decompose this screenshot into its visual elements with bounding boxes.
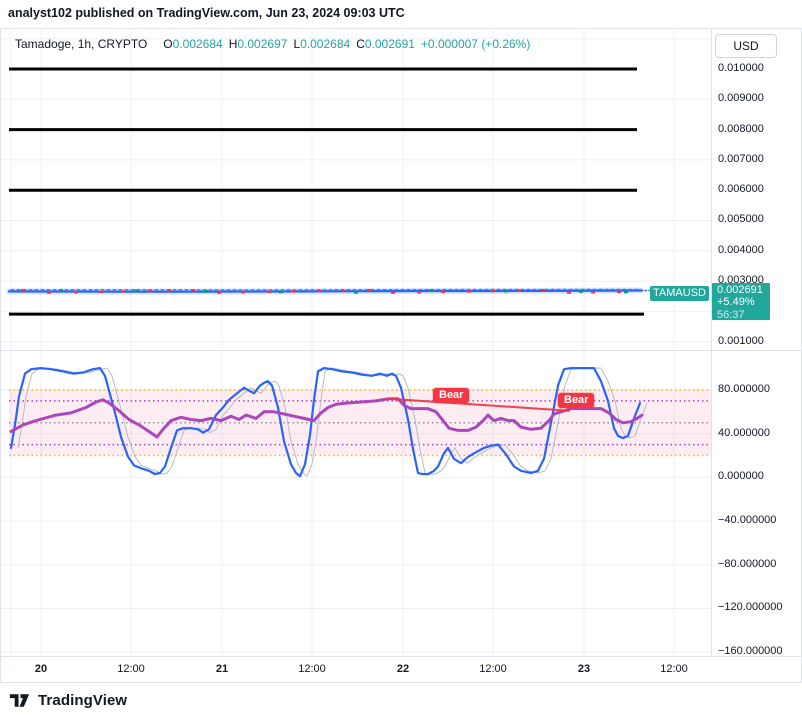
candle-tick-red bbox=[367, 289, 371, 292]
candle-tick-red bbox=[99, 290, 103, 293]
bear-label-2[interactable]: Bear bbox=[558, 393, 595, 408]
osc-pane[interactable] bbox=[1, 350, 711, 656]
bar-countdown: 56:37 bbox=[717, 308, 745, 321]
candle-tick-red bbox=[517, 289, 521, 292]
axis-tick-label: 0.008000 bbox=[718, 123, 764, 135]
legend-low-label: L bbox=[293, 37, 301, 51]
brand-name: TradingView bbox=[38, 691, 128, 709]
time-axis-tick: 12:00 bbox=[479, 663, 507, 675]
candle-tick-green bbox=[134, 289, 138, 293]
axis-tick-label: 0.004000 bbox=[718, 244, 764, 256]
candle-tick-red bbox=[567, 291, 571, 294]
candle-tick-red bbox=[217, 291, 221, 294]
axis-tick-label: 0.007000 bbox=[718, 153, 764, 165]
candle-tick-red bbox=[541, 289, 545, 292]
last-price-value: 0.002691 bbox=[717, 284, 763, 296]
series-stoch-k bbox=[9, 367, 642, 478]
time-axis-tick: 12:00 bbox=[298, 663, 326, 675]
axis-tick-label: 40.000000 bbox=[718, 427, 770, 439]
time-axis-separator bbox=[1, 656, 802, 657]
candle-tick-red bbox=[74, 291, 78, 294]
candle-tick-red bbox=[591, 291, 595, 294]
candle-tick-red bbox=[441, 290, 445, 293]
legend-high-value: 0.002697 bbox=[237, 37, 288, 51]
bear-label-1[interactable]: Bear bbox=[433, 388, 470, 403]
legend-symbol-title[interactable]: Tamadoge, 1h, CRYPTO bbox=[15, 37, 148, 51]
candle-tick-green bbox=[279, 290, 283, 294]
candle-tick-red bbox=[121, 290, 125, 293]
candle-tick-red bbox=[167, 289, 171, 292]
candle-tick-red bbox=[291, 290, 295, 293]
candle-tick-red bbox=[341, 289, 345, 292]
axis-tick-label: 0.000000 bbox=[718, 470, 764, 482]
last-price-label: 0.002691 +5.49% 56:37 bbox=[712, 283, 770, 321]
series-stoch-d bbox=[9, 397, 644, 439]
attribution-text: analyst102 published on TradingView.com,… bbox=[8, 6, 405, 20]
axis-tick-label: 80.000000 bbox=[718, 383, 770, 395]
candle-tick-red bbox=[467, 290, 471, 293]
price-axis-separator bbox=[711, 29, 712, 656]
axis-tick-label: 0.006000 bbox=[718, 183, 764, 195]
time-axis-tick: 22 bbox=[396, 663, 410, 675]
axis-tick-label: 0.005000 bbox=[718, 213, 764, 225]
axis-tick-label: −40.000000 bbox=[718, 514, 777, 526]
chart-widget: Tamadoge, 1h, CRYPTO O0.002684 H0.002697 L0… bbox=[0, 28, 802, 683]
candle-tick-green bbox=[624, 290, 628, 294]
series-stoch-k-lag bbox=[17, 367, 648, 477]
right-axis-ticks[interactable]: 0.010000 0.009000 0.008000 0.007000 0.006000… bbox=[711, 29, 802, 656]
pane-separator[interactable] bbox=[1, 350, 802, 351]
legend-change-value: +0.000007 (+0.26%) bbox=[420, 37, 531, 51]
axis-tick-label: −120.000000 bbox=[718, 601, 783, 613]
legend-open-label: O bbox=[163, 37, 173, 51]
legend-close-value: 0.002691 bbox=[364, 37, 415, 51]
candle-tick-green bbox=[354, 290, 358, 294]
tradingview-logo[interactable]: TradingView bbox=[8, 690, 127, 710]
candle-tick-red bbox=[241, 291, 245, 294]
axis-tick-label: 0.010000 bbox=[718, 62, 764, 74]
currency-button[interactable]: USD bbox=[715, 34, 777, 58]
series-bear-trendline bbox=[388, 397, 570, 412]
time-axis-tick: 21 bbox=[215, 663, 229, 675]
axis-tick-label: 0.001000 bbox=[718, 335, 764, 347]
last-price-change: +5.49% bbox=[717, 296, 755, 309]
candle-tick-red bbox=[417, 291, 421, 294]
candle-tick-green bbox=[579, 289, 583, 293]
axis-tick-label: −80.000000 bbox=[718, 558, 777, 570]
candle-tick-green bbox=[59, 289, 63, 293]
candle-tick-red bbox=[491, 289, 495, 293]
candle-tick-red bbox=[191, 289, 195, 292]
candle-tick-red bbox=[317, 289, 321, 293]
legend-low-value: 0.002684 bbox=[300, 37, 351, 51]
time-axis-tick: 23 bbox=[577, 663, 591, 675]
time-axis-tick: 20 bbox=[34, 663, 48, 675]
price-pane[interactable] bbox=[1, 29, 711, 350]
candle-tick-red bbox=[47, 291, 51, 294]
tradingview-logo-icon bbox=[9, 694, 30, 707]
legend-high-label: H bbox=[228, 37, 238, 51]
candle-tick-green bbox=[204, 289, 208, 293]
candle-tick-red bbox=[21, 289, 25, 292]
candle-tick-red bbox=[617, 290, 621, 293]
axis-tick-label: 0.009000 bbox=[718, 92, 764, 104]
candle-tick-red bbox=[147, 289, 151, 293]
candle-tick-green bbox=[504, 289, 508, 293]
time-axis-tick: 12:00 bbox=[117, 663, 145, 675]
time-axis[interactable]: 20 12:00 21 12:00 22 12:00 23 12:00 bbox=[1, 656, 711, 683]
symbol-price-flag: TAMAUSD bbox=[650, 286, 709, 301]
series-price bbox=[7, 289, 643, 293]
legend-close-label: C bbox=[356, 37, 365, 51]
candle-tick-green bbox=[429, 289, 433, 293]
chart-legend: Tamadoge, 1h, CRYPTO O0.002684 H0.002697 L0… bbox=[15, 37, 530, 51]
candle-tick-red bbox=[391, 291, 395, 294]
time-axis-tick: 12:00 bbox=[660, 663, 688, 675]
legend-open-value: 0.002684 bbox=[172, 37, 223, 51]
candle-tick-red bbox=[267, 290, 271, 293]
axis-tick-label: −160.000000 bbox=[718, 645, 783, 656]
